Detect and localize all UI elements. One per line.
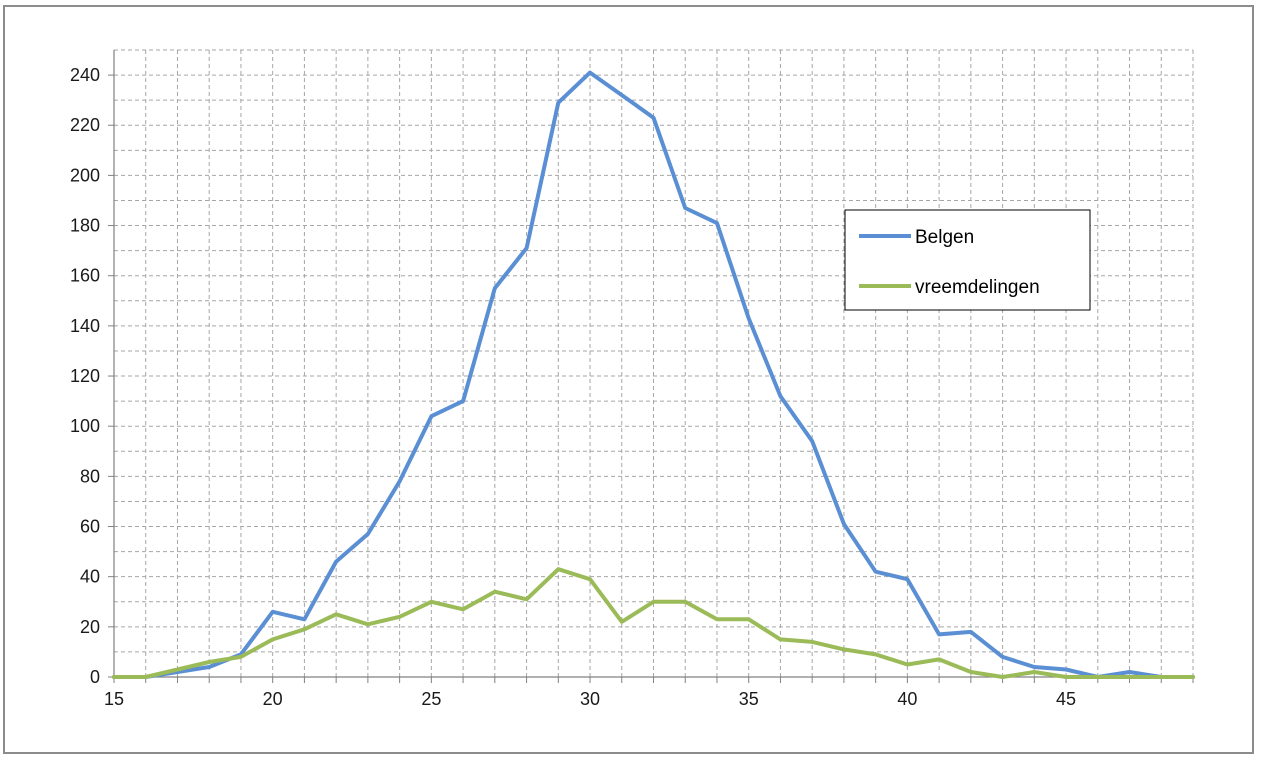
legend-box bbox=[844, 209, 1091, 311]
x-tick-label: 20 bbox=[263, 689, 283, 709]
y-tick-label: 240 bbox=[70, 65, 100, 85]
y-tick-label: 100 bbox=[70, 416, 100, 436]
y-tick-label: 160 bbox=[70, 266, 100, 286]
x-tick-label: 25 bbox=[421, 689, 441, 709]
legend: Belgen vreemdelingen bbox=[844, 209, 1091, 311]
y-tick-label: 80 bbox=[80, 466, 100, 486]
series-line-vreemdelingen bbox=[112, 567, 1195, 679]
y-tick-label: 180 bbox=[70, 216, 100, 236]
y-tick-label: 120 bbox=[70, 366, 100, 386]
y-tick-label: 200 bbox=[70, 165, 100, 185]
legend-label: Belgen bbox=[915, 227, 974, 248]
y-tick-label: 20 bbox=[80, 617, 100, 637]
gridlines bbox=[114, 49, 1194, 677]
axes: 0 20 40 60 80 100 120 140 160 180 200 220 240 15 20 25 3… bbox=[70, 50, 1194, 709]
series-line-belgen bbox=[112, 70, 1195, 679]
legend-label: vreemdelingen bbox=[915, 277, 1040, 298]
y-tick-label: 0 bbox=[90, 667, 100, 687]
y-tick-label: 40 bbox=[80, 567, 100, 587]
x-tick-label: 30 bbox=[580, 689, 600, 709]
series-lines bbox=[112, 70, 1195, 679]
y-tick-label: 220 bbox=[70, 115, 100, 135]
line-chart: 0 20 40 60 80 100 120 140 160 180 200 220 240 15 20 25 3… bbox=[70, 49, 1195, 709]
y-tick-label: 140 bbox=[70, 316, 100, 336]
y-tick-label: 60 bbox=[80, 517, 100, 537]
chart-area: 0 20 40 60 80 100 120 140 160 180 200 220 240 15 20 25 3… bbox=[3, 5, 1254, 754]
x-tick-label: 45 bbox=[1056, 689, 1076, 709]
x-tick-label: 40 bbox=[897, 689, 917, 709]
x-tick-label: 15 bbox=[104, 689, 124, 709]
x-tick-label: 35 bbox=[739, 689, 759, 709]
